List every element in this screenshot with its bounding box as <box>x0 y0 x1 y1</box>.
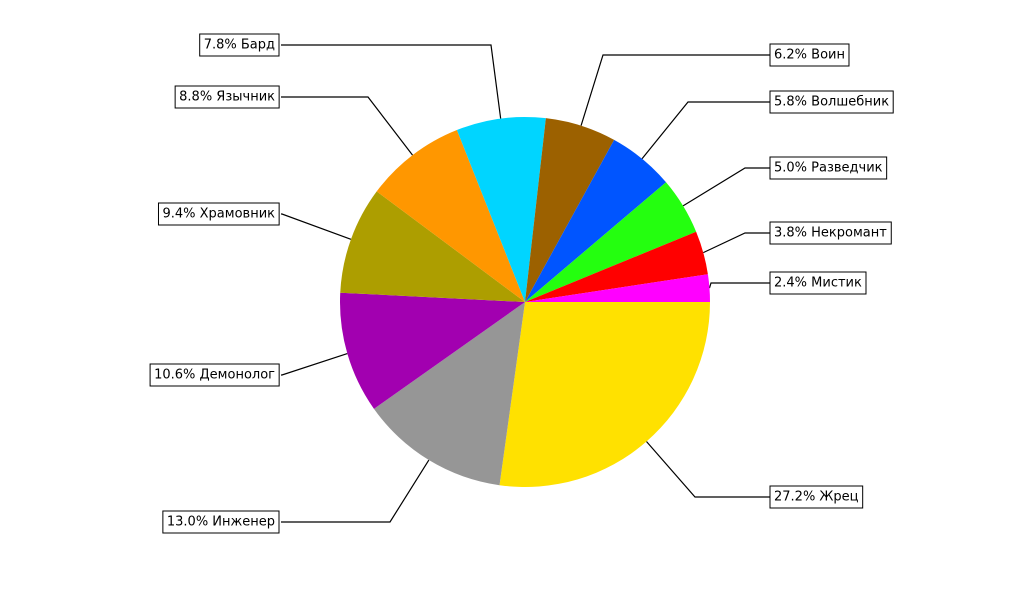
label-box <box>149 363 280 387</box>
pie-slice <box>456 117 546 303</box>
label-box <box>769 43 850 67</box>
slice-label: 8.8% Язычник <box>179 90 275 105</box>
pie-slice <box>340 191 525 302</box>
label-box <box>174 85 280 109</box>
pie-slice <box>340 292 525 409</box>
leader-line <box>646 441 770 498</box>
slice-label: 5.8% Волшебник <box>774 95 889 110</box>
slice-label: 7.8% Бард <box>204 38 275 53</box>
label-box <box>162 510 280 534</box>
leader-line <box>281 44 502 119</box>
label-box <box>769 221 892 245</box>
slice-label: 3.8% Некромант <box>774 226 887 241</box>
label-box <box>769 156 888 180</box>
pie-slice <box>525 118 615 302</box>
pie-slice <box>525 231 708 302</box>
label-box <box>199 33 280 57</box>
pie-slice <box>373 302 525 486</box>
pie-slice <box>525 182 697 302</box>
leader-line <box>281 459 430 523</box>
pie-slice <box>499 302 710 488</box>
pie-slice <box>525 139 667 302</box>
leader-line <box>682 167 770 207</box>
leader-line <box>281 96 414 156</box>
slice-label: 6.2% Воин <box>774 48 845 63</box>
leader-line <box>703 232 770 254</box>
leader-line <box>281 213 352 240</box>
label-box <box>769 90 894 114</box>
leader-line <box>708 282 770 289</box>
leaders <box>281 44 770 523</box>
label-box <box>157 202 280 226</box>
leader-line <box>281 353 348 376</box>
slice-label: 5.0% Разведчик <box>774 161 883 176</box>
slice-label: 2.4% Мистик <box>774 276 862 291</box>
leader-line <box>641 101 770 160</box>
slice-label: 27.2% Жрец <box>774 490 859 505</box>
label-box <box>769 485 864 509</box>
slice-label: 13.0% Инженер <box>167 515 275 530</box>
label-box <box>769 271 867 295</box>
pie-slice <box>525 274 710 302</box>
slice-label: 9.4% Храмовник <box>162 207 275 222</box>
slice-label: 10.6% Демонолог <box>154 368 275 383</box>
pie-slice <box>376 129 525 302</box>
leader-line <box>580 54 770 126</box>
